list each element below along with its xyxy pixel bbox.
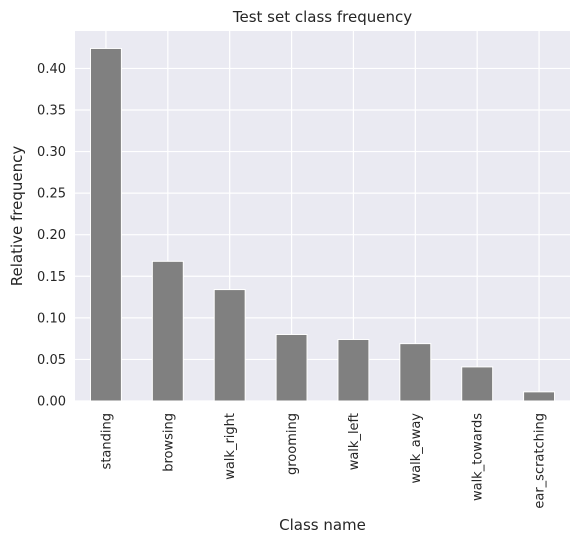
y-tick-label: 0.20 — [37, 228, 66, 243]
y-axis-label: Relative frequency — [8, 146, 26, 287]
x-tick-label: browsing — [161, 413, 176, 472]
bar-walk-away — [399, 343, 432, 402]
y-tick-label: 0.10 — [37, 311, 66, 326]
bar-walk-right — [213, 289, 246, 402]
bars — [89, 47, 556, 402]
x-tick-label: walk_left — [347, 413, 362, 470]
bar-standing — [89, 47, 122, 402]
y-tick-label: 0.25 — [37, 187, 66, 202]
x-tick-label: standing — [99, 413, 114, 469]
bar-walk-left — [337, 338, 370, 402]
x-tick-label: walk_towards — [471, 413, 486, 501]
plot-area — [75, 31, 570, 401]
y-tick-label: 0.00 — [37, 395, 66, 410]
y-tick-labels: 0.00 0.05 0.10 0.15 0.20 0.25 0.30 0.35 0.40 — [37, 62, 66, 410]
y-tick-label: 0.35 — [37, 103, 66, 118]
y-tick-label: 0.40 — [37, 62, 66, 77]
x-tick-label: walk_away — [409, 413, 424, 484]
y-tick-label: 0.05 — [37, 353, 66, 368]
bar-ear-scratching — [523, 391, 556, 402]
x-tick-label: walk_right — [223, 413, 238, 480]
chart-title: Test set class frequency — [232, 8, 412, 26]
x-axis-label: Class name — [279, 516, 366, 534]
y-tick-label: 0.30 — [37, 145, 66, 160]
bar-browsing — [151, 260, 184, 402]
x-tick-label: ear_scratching — [533, 413, 548, 509]
x-tick-label: grooming — [285, 413, 300, 475]
x-tick-labels: standing browsing walk_right grooming walk_l… — [99, 413, 547, 509]
bar-grooming — [275, 333, 308, 402]
bar-walk-towards — [461, 366, 494, 402]
y-tick-label: 0.15 — [37, 270, 66, 285]
